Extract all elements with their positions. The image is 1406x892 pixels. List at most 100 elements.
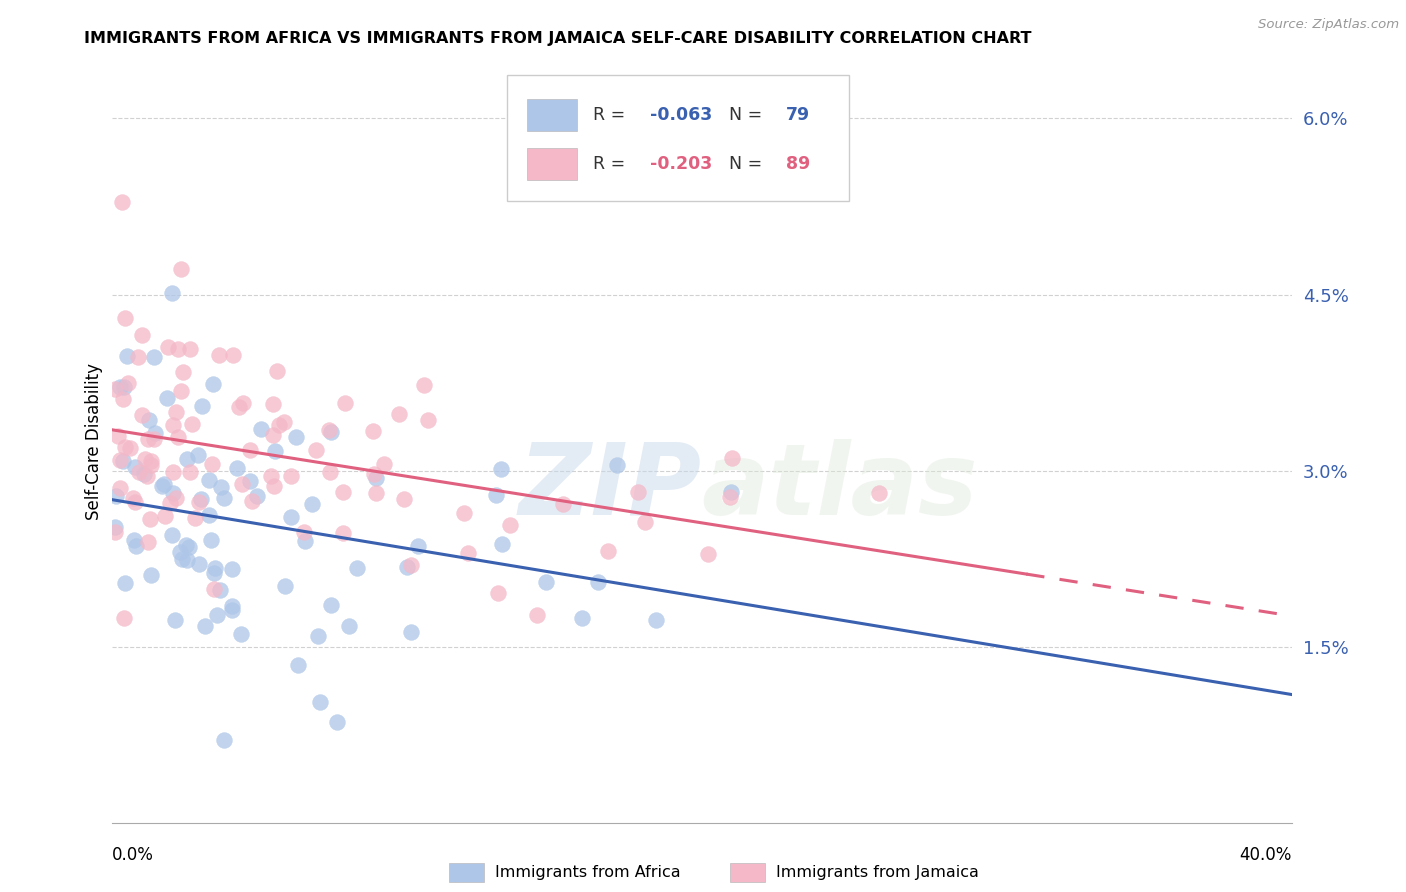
Text: N =: N = [728,155,768,173]
Point [280,510,302,524]
Text: R =: R = [593,155,631,173]
Point [269,417,291,432]
Text: 0.0%: 0.0% [111,846,153,863]
Point [221,562,243,576]
Point [142,432,165,446]
Point [309,695,332,709]
Point [266,364,288,378]
Point [337,619,360,633]
Point [491,537,513,551]
Point [229,626,252,640]
Point [176,452,198,467]
Point [627,484,650,499]
Point [103,520,125,534]
Point [586,574,609,589]
Point [292,524,315,539]
FancyBboxPatch shape [527,99,576,131]
Text: R =: R = [593,106,631,124]
Point [720,485,742,500]
Point [179,466,201,480]
Point [110,380,132,394]
Point [201,457,224,471]
Point [134,451,156,466]
Point [117,350,139,364]
Point [287,657,309,672]
Point [489,462,512,476]
Point [156,339,179,353]
Point [124,460,146,475]
Point [262,397,284,411]
Point [174,538,197,552]
Point [159,496,181,510]
Point [165,491,187,505]
Point [321,425,343,439]
Point [179,343,201,357]
Point [718,490,741,504]
Point [139,568,162,582]
Point [138,412,160,426]
Point [395,560,418,574]
Point [333,395,356,409]
Point [169,545,191,559]
Point [143,426,166,441]
Point [232,395,254,409]
Point [633,515,655,529]
Point [187,448,209,462]
Point [868,486,890,500]
Point [143,350,166,364]
Point [332,485,354,500]
Point [208,348,231,362]
Point [191,399,214,413]
Point [172,365,194,379]
Point [231,476,253,491]
Point [571,611,593,625]
Point [117,376,139,390]
Point [114,576,136,591]
Point [346,561,368,575]
Point [319,599,342,613]
Point [131,327,153,342]
Point [697,547,720,561]
Point [103,382,125,396]
Point [114,440,136,454]
Point [127,351,149,365]
Point [399,625,422,640]
Point [200,533,222,547]
Point [457,546,479,560]
Point [176,553,198,567]
Point [118,441,141,455]
Point [139,458,162,472]
Point [122,491,145,505]
Point [264,443,287,458]
Point [413,378,436,392]
Point [104,489,127,503]
Point [131,408,153,422]
Point [124,533,146,547]
Point [202,566,225,580]
Point [399,558,422,572]
Point [598,543,620,558]
Point [150,479,173,493]
Point [136,432,159,446]
Text: Source: ZipAtlas.com: Source: ZipAtlas.com [1258,18,1399,31]
Point [551,498,574,512]
Point [240,493,263,508]
Point [263,479,285,493]
FancyBboxPatch shape [508,75,849,201]
Point [111,195,134,210]
Point [361,425,384,439]
Point [364,470,387,484]
Point [226,461,249,475]
Text: ZIP: ZIP [519,439,702,536]
Point [318,423,340,437]
Point [166,429,188,443]
Point [274,579,297,593]
Point [170,261,193,276]
Text: -0.203: -0.203 [650,155,711,173]
Point [221,348,243,362]
Point [112,611,135,625]
Point [136,468,159,483]
Text: Immigrants from Africa: Immigrants from Africa [495,865,681,880]
Point [112,392,135,406]
Point [104,524,127,539]
